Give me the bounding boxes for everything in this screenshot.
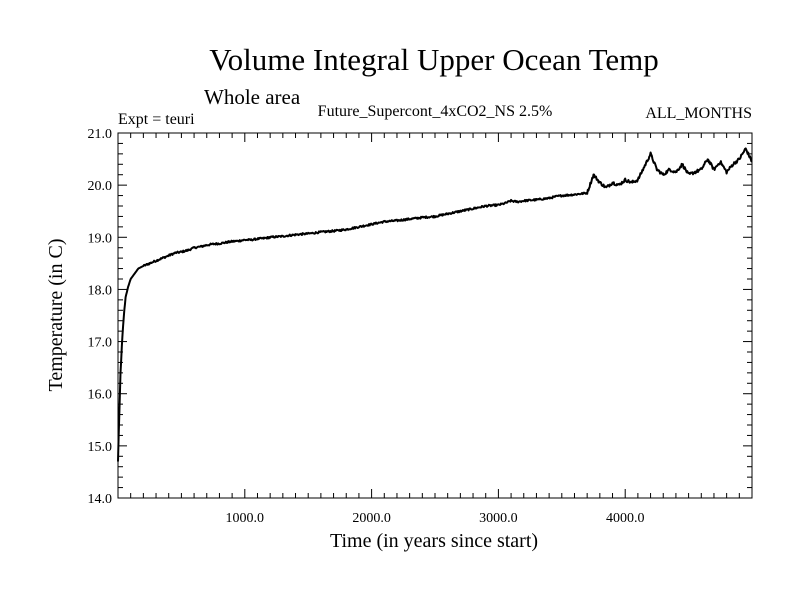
y-tick-label: 15.0 xyxy=(88,440,113,455)
x-tick-labels: 1000.0 2000.0 3000.0 4000.0 xyxy=(226,511,645,526)
chart-subtitle: Whole area xyxy=(204,85,301,109)
temperature-series-line xyxy=(117,147,753,462)
months-label: ALL_MONTHS xyxy=(645,105,752,122)
x-tick-label: 1000.0 xyxy=(226,511,265,526)
y-tick-label: 20.0 xyxy=(88,179,113,194)
expt-label: Expt = teuri xyxy=(118,111,195,128)
ticks-layer xyxy=(118,133,752,498)
x-tick-label: 2000.0 xyxy=(352,511,391,526)
y-tick-label: 17.0 xyxy=(88,336,113,351)
x-axis-label: Time (in years since start) xyxy=(330,530,538,552)
run-label: Future_Supercont_4xCO2_NS 2.5% xyxy=(318,103,553,120)
x-tick-label: 3000.0 xyxy=(479,511,518,526)
y-tick-labels: 14.0 15.0 16.0 17.0 18.0 19.0 20.0 21.0 xyxy=(88,127,113,507)
y-axis-label: Temperature (in C) xyxy=(45,239,67,392)
y-tick-label: 21.0 xyxy=(88,127,113,142)
y-tick-label: 16.0 xyxy=(88,388,113,403)
plot-frame xyxy=(117,132,753,499)
y-tick-label: 14.0 xyxy=(88,492,113,507)
chart-title: Volume Integral Upper Ocean Temp xyxy=(209,42,659,77)
x-tick-label: 4000.0 xyxy=(606,511,645,526)
y-tick-label: 19.0 xyxy=(88,231,113,246)
y-tick-label: 18.0 xyxy=(88,283,113,298)
